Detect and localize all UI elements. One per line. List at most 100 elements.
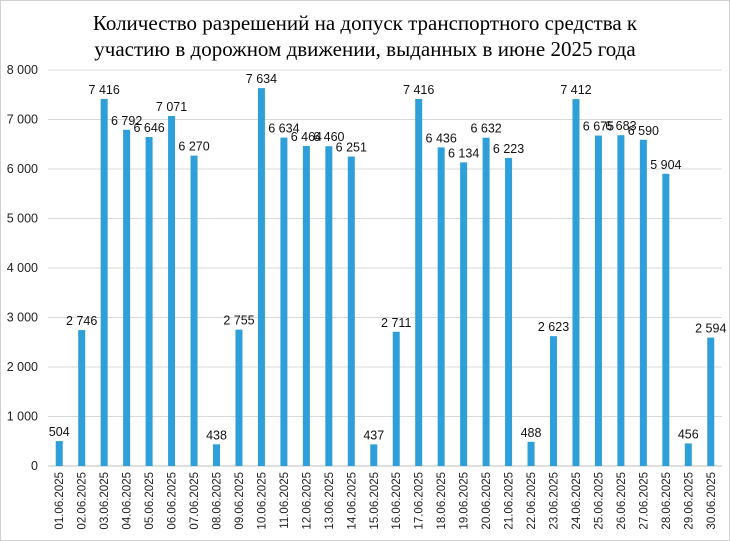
x-tick-label: 18.06.2025 bbox=[436, 472, 448, 530]
y-tick-label: 0 bbox=[31, 459, 38, 473]
data-label: 6 675 bbox=[583, 120, 614, 134]
y-tick-label: 5 000 bbox=[7, 212, 38, 226]
data-label: 7 071 bbox=[156, 100, 187, 114]
data-label: 7 634 bbox=[246, 72, 277, 86]
bar bbox=[684, 443, 692, 466]
bar bbox=[78, 330, 86, 466]
bar bbox=[550, 336, 557, 466]
y-tick-label: 4 000 bbox=[7, 261, 38, 275]
data-label: 488 bbox=[521, 426, 542, 440]
data-label: 6 270 bbox=[178, 140, 209, 154]
data-label: 6 460 bbox=[313, 130, 344, 144]
x-tick-label: 14.06.2025 bbox=[346, 472, 358, 530]
bar bbox=[594, 135, 602, 466]
data-label: 504 bbox=[49, 425, 70, 439]
x-tick-label: 28.06.2025 bbox=[661, 472, 673, 530]
x-tick-label: 23.06.2025 bbox=[549, 472, 561, 530]
bar bbox=[213, 444, 220, 466]
bar bbox=[460, 162, 468, 466]
data-label: 6 632 bbox=[470, 122, 501, 136]
y-tick-label: 7 000 bbox=[7, 113, 38, 127]
x-tick-label: 17.06.2025 bbox=[414, 472, 426, 530]
bar bbox=[617, 135, 625, 466]
data-label: 6 634 bbox=[268, 122, 299, 136]
bar bbox=[145, 137, 153, 466]
chart-title-line-2: участию в дорожном движении, выданных в … bbox=[94, 37, 636, 61]
bar bbox=[662, 173, 670, 466]
x-tick-label: 04.06.2025 bbox=[122, 472, 134, 530]
bar bbox=[707, 337, 715, 466]
x-tick-label: 08.06.2025 bbox=[212, 472, 224, 530]
x-tick-label: 02.06.2025 bbox=[77, 472, 89, 530]
x-tick-label: 20.06.2025 bbox=[481, 472, 493, 530]
data-label: 2 755 bbox=[223, 314, 254, 328]
data-label: 2 594 bbox=[695, 322, 726, 336]
x-tick-label: 06.06.2025 bbox=[167, 472, 179, 530]
x-tick-label: 10.06.2025 bbox=[256, 472, 268, 530]
data-label: 456 bbox=[678, 427, 699, 441]
bar bbox=[302, 146, 310, 467]
data-label: 7 416 bbox=[89, 83, 120, 97]
data-label: 6 792 bbox=[111, 114, 142, 128]
bar bbox=[100, 98, 108, 467]
bar bbox=[482, 137, 490, 466]
y-tick-label: 3 000 bbox=[7, 311, 38, 325]
x-tick-label: 01.06.2025 bbox=[54, 472, 66, 530]
y-tick-label: 1 000 bbox=[7, 410, 38, 424]
bar bbox=[168, 115, 176, 466]
x-tick-label: 07.06.2025 bbox=[189, 472, 201, 530]
bar bbox=[257, 88, 265, 466]
bar bbox=[347, 156, 355, 466]
data-label: 6 223 bbox=[493, 142, 524, 156]
data-label: 437 bbox=[363, 428, 384, 442]
bar bbox=[325, 146, 333, 467]
data-label: 6 646 bbox=[133, 121, 164, 135]
data-label: 2 623 bbox=[538, 320, 569, 334]
chart-title: Количество разрешений на допуск транспор… bbox=[0, 10, 730, 62]
y-tick-label: 2 000 bbox=[7, 360, 38, 374]
x-tick-label: 19.06.2025 bbox=[459, 472, 471, 530]
data-label: 2 746 bbox=[66, 314, 97, 328]
bar bbox=[505, 157, 513, 467]
x-tick-label: 29.06.2025 bbox=[683, 472, 695, 530]
x-tick-label: 24.06.2025 bbox=[571, 472, 583, 530]
x-tick-label: 27.06.2025 bbox=[638, 472, 650, 530]
x-tick-label: 30.06.2025 bbox=[706, 472, 718, 530]
x-tick-label: 25.06.2025 bbox=[593, 472, 605, 530]
x-tick-label: 21.06.2025 bbox=[504, 472, 516, 530]
x-tick-label: 05.06.2025 bbox=[144, 472, 156, 530]
data-label: 7 412 bbox=[560, 83, 591, 97]
x-tick-label: 03.06.2025 bbox=[99, 472, 111, 530]
y-tick-label: 6 000 bbox=[7, 162, 38, 176]
x-tick-label: 13.06.2025 bbox=[324, 472, 336, 530]
data-label: 6 683 bbox=[605, 119, 636, 133]
bar bbox=[55, 441, 63, 466]
bar bbox=[370, 444, 378, 466]
data-label: 6 590 bbox=[628, 124, 659, 138]
x-tick-label: 09.06.2025 bbox=[234, 472, 246, 530]
x-tick-label: 15.06.2025 bbox=[369, 472, 381, 530]
bar bbox=[392, 331, 400, 466]
bar bbox=[572, 99, 580, 466]
bar bbox=[280, 137, 288, 466]
data-label: 6 464 bbox=[291, 130, 322, 144]
bar bbox=[639, 139, 647, 467]
chart-title-line-1: Количество разрешений на допуск транспор… bbox=[92, 11, 638, 35]
data-label: 438 bbox=[206, 428, 227, 442]
bar bbox=[527, 441, 535, 466]
x-tick-label: 26.06.2025 bbox=[616, 472, 628, 530]
x-tick-label: 12.06.2025 bbox=[301, 472, 313, 530]
x-tick-label: 11.06.2025 bbox=[279, 472, 291, 529]
data-label: 6 436 bbox=[426, 131, 457, 145]
x-tick-label: 22.06.2025 bbox=[526, 472, 538, 530]
data-label: 6 134 bbox=[448, 146, 479, 160]
bar bbox=[190, 155, 198, 466]
y-tick-label: 8 000 bbox=[7, 63, 38, 77]
data-label: 5 904 bbox=[650, 158, 681, 172]
bar bbox=[235, 329, 243, 466]
x-tick-label: 16.06.2025 bbox=[391, 472, 403, 530]
bar bbox=[415, 98, 423, 467]
data-label: 6 251 bbox=[336, 141, 367, 155]
